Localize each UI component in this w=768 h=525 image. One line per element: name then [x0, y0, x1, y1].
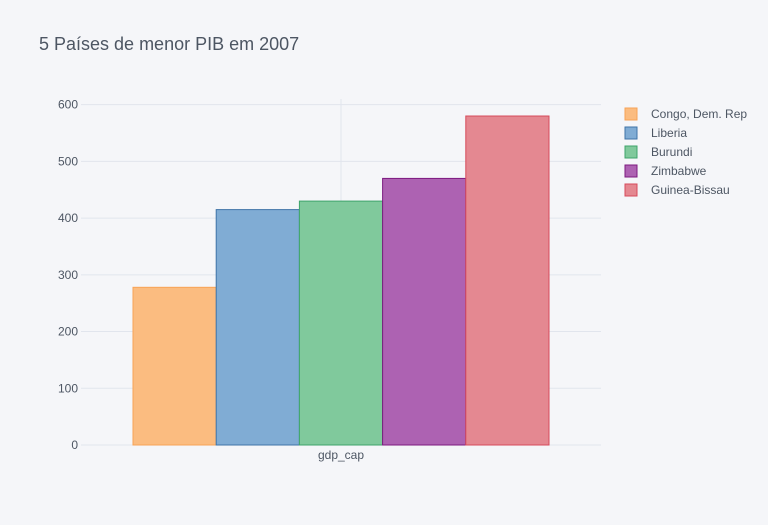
y-tick-label: 600: [58, 98, 78, 112]
legend-swatch[interactable]: [624, 183, 638, 197]
legend-swatch[interactable]: [624, 164, 638, 178]
y-tick-label: 300: [58, 268, 78, 282]
y-tick-label: 500: [58, 154, 78, 168]
y-tick-label: 400: [58, 211, 78, 225]
y-tick-label: 100: [58, 381, 78, 395]
legend: Congo, Dem. Rep Liberia Burundi Zimbabwe Gui…: [624, 107, 747, 197]
legend-swatch[interactable]: [624, 145, 638, 159]
x-tick-label: gdp_cap: [318, 448, 364, 462]
legend-label[interactable]: Burundi: [651, 145, 692, 159]
legend-swatch[interactable]: [624, 107, 638, 121]
bar-zimbabwe[interactable]: [382, 177, 467, 446]
y-tick-label: 200: [58, 325, 78, 339]
bars: [132, 115, 550, 446]
chart-title: 5 Países de menor PIB em 2007: [39, 34, 299, 54]
bar-guinea-bissau[interactable]: [465, 115, 550, 446]
legend-label[interactable]: Congo, Dem. Rep: [651, 107, 747, 121]
bar-liberia[interactable]: [215, 209, 300, 446]
legend-label[interactable]: Zimbabwe: [651, 164, 707, 178]
legend-swatch[interactable]: [624, 126, 638, 140]
legend-label[interactable]: Guinea-Bissau: [651, 183, 730, 197]
legend-label[interactable]: Liberia: [651, 126, 687, 140]
bar-congo-dem-rep[interactable]: [132, 286, 217, 446]
y-tick-label: 0: [71, 438, 78, 452]
axes: 0 100 200 300 400 500 600 gdp_cap: [58, 98, 364, 462]
bar-burundi[interactable]: [298, 200, 384, 446]
